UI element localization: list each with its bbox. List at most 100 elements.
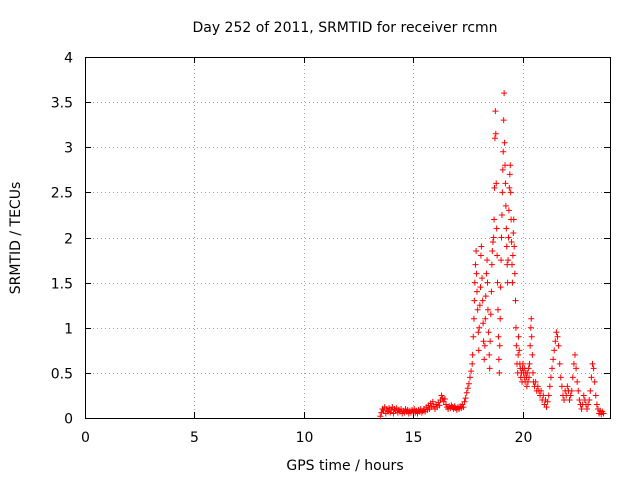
data-point xyxy=(509,279,516,286)
data-point xyxy=(494,279,501,286)
data-point xyxy=(526,360,533,367)
data-point xyxy=(555,342,562,349)
data-point xyxy=(481,356,488,363)
data-point xyxy=(530,369,536,376)
data-point xyxy=(442,401,449,408)
data-point xyxy=(584,405,591,412)
data-point xyxy=(486,365,493,372)
data-point xyxy=(590,365,597,372)
data-point xyxy=(436,402,443,409)
data-point xyxy=(490,234,497,241)
data-point xyxy=(540,392,547,399)
data-point xyxy=(484,306,491,313)
data-point xyxy=(507,162,514,169)
data-point xyxy=(387,409,394,416)
data-point xyxy=(513,342,520,349)
data-point xyxy=(600,410,607,417)
data-point xyxy=(476,324,483,331)
data-point xyxy=(438,392,445,399)
data-point xyxy=(512,324,519,331)
data-point xyxy=(502,162,508,169)
data-point xyxy=(465,380,472,387)
data-point xyxy=(572,351,578,358)
data-point xyxy=(474,288,480,295)
data-point xyxy=(483,270,490,277)
data-point xyxy=(470,333,477,340)
data-point xyxy=(515,351,522,358)
data-point xyxy=(554,333,561,340)
data-point xyxy=(551,347,558,354)
y-axis-label: SRMTID / TECUs xyxy=(8,182,24,295)
data-point xyxy=(589,360,596,367)
data-point xyxy=(476,302,483,309)
data-point xyxy=(492,108,499,115)
data-point xyxy=(496,342,503,349)
data-point xyxy=(516,347,523,354)
x-tick-label: 5 xyxy=(190,430,199,446)
data-point xyxy=(569,374,576,381)
y-tick-label: 0 xyxy=(64,412,73,428)
data-point xyxy=(546,383,553,390)
y-tick-label: 0.5 xyxy=(51,367,73,383)
data-point xyxy=(488,288,495,295)
data-point xyxy=(484,279,491,286)
data-point xyxy=(496,369,503,376)
y-axis-tick-labels: 0 0.5 1 1.5 2 2.5 3 3.5 4 xyxy=(51,51,73,428)
data-point xyxy=(503,225,510,232)
data-point xyxy=(505,234,512,241)
data-point xyxy=(493,180,500,187)
data-point xyxy=(502,202,509,209)
data-point xyxy=(491,216,498,223)
data-point xyxy=(532,378,539,385)
x-tick-label: 10 xyxy=(296,430,314,446)
data-point xyxy=(570,360,577,367)
data-point xyxy=(501,90,508,97)
data-point xyxy=(538,387,545,394)
data-point xyxy=(487,338,494,345)
data-point xyxy=(567,392,574,399)
data-point xyxy=(515,333,522,340)
data-point xyxy=(588,374,595,381)
data-point xyxy=(526,374,533,381)
data-point xyxy=(500,117,507,124)
data-point xyxy=(388,406,395,413)
data-point xyxy=(509,261,515,268)
data-point xyxy=(499,189,506,196)
data-point xyxy=(529,351,536,358)
data-point xyxy=(484,257,491,264)
data-point xyxy=(592,392,599,399)
data-point xyxy=(497,315,504,322)
data-point xyxy=(573,365,580,372)
x-tick-label: 0 xyxy=(81,430,90,446)
data-point xyxy=(493,225,500,232)
data-point xyxy=(460,404,467,411)
data-point xyxy=(557,374,564,381)
data-point xyxy=(474,306,481,313)
data-point xyxy=(480,320,487,327)
data-point xyxy=(467,374,473,381)
data-point xyxy=(528,333,535,340)
data-point xyxy=(552,338,559,345)
data-point xyxy=(498,234,505,241)
data-point xyxy=(528,315,535,322)
data-point xyxy=(511,243,518,250)
data-point xyxy=(495,306,501,313)
data-point xyxy=(479,275,486,282)
data-point xyxy=(543,404,550,411)
data-points xyxy=(377,90,607,420)
data-point xyxy=(469,351,476,358)
data-point xyxy=(488,261,495,268)
data-point xyxy=(575,387,582,394)
data-point xyxy=(523,383,530,390)
data-point xyxy=(498,211,505,218)
data-point xyxy=(568,387,575,394)
y-tick-label: 4 xyxy=(64,51,73,67)
data-point xyxy=(578,405,585,412)
data-point xyxy=(487,311,494,318)
data-point xyxy=(461,398,468,405)
data-point xyxy=(495,356,502,363)
x-axis-tick-labels: 0 5 10 15 20 xyxy=(81,430,532,446)
data-point xyxy=(549,365,556,372)
data-point xyxy=(470,315,477,322)
